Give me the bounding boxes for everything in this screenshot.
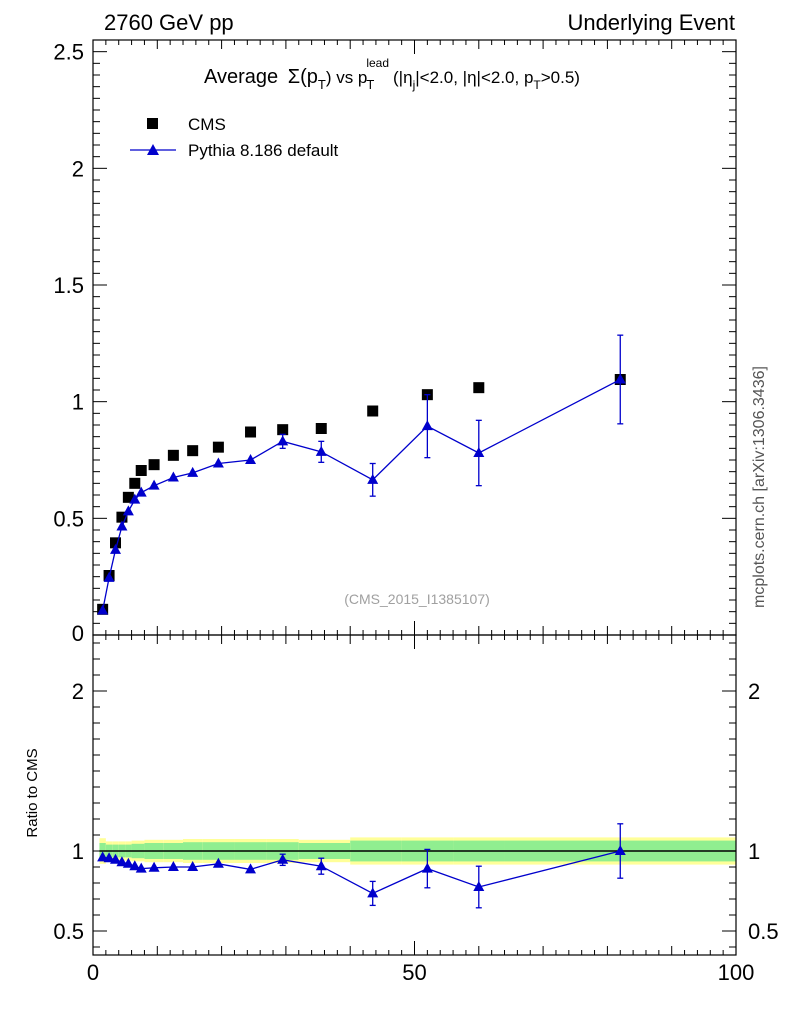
- main-panel: 0.5 1 1.5 2 2.5 0: [53, 39, 737, 646]
- analysis-watermark: (CMS_2015_I1385107): [344, 591, 490, 607]
- pythia-ratio-point: [473, 881, 485, 891]
- cms-data-point: [277, 424, 289, 436]
- pythia-ratio-point: [167, 861, 179, 871]
- y-tick-label: 2.5: [53, 40, 84, 65]
- pythia-ratio-point: [277, 853, 289, 864]
- pythia-ratio-point: [245, 863, 257, 874]
- side-note: mcplots.cern.ch [arXiv:1306.3436]: [751, 366, 768, 608]
- pythia-point: [473, 447, 485, 457]
- pythia-point: [315, 445, 327, 456]
- ratio-y-tick-label: 0.5: [53, 919, 84, 944]
- ratio-y-tick-label: 2: [72, 679, 84, 704]
- pythia-ratio-point: [187, 861, 199, 871]
- pythia-point: [245, 454, 257, 464]
- pythia-ratio-point: [614, 845, 626, 855]
- cms-data-point: [473, 382, 485, 394]
- cms-data-point: [187, 445, 199, 457]
- cms-data-point: [245, 426, 257, 438]
- header-left: 2760 GeV pp: [104, 10, 234, 35]
- cms-data-point: [116, 511, 128, 523]
- pythia-point: [187, 466, 199, 477]
- ratio-y-tick-label-right: 2: [748, 679, 760, 704]
- pythia-point: [122, 505, 134, 516]
- y-tick-label: 1: [72, 390, 84, 415]
- ratio-frame: [92, 634, 737, 956]
- ratio-y-tick-label-right: 0.5: [748, 919, 779, 944]
- pythia-point: [277, 435, 289, 446]
- cms-data-point: [110, 537, 122, 549]
- x-tick-label: 100: [718, 960, 755, 985]
- pythia-ratio-point: [116, 856, 128, 867]
- main-ticks: [92, 39, 737, 636]
- main-series: [97, 334, 626, 615]
- pythia-ratio-point: [367, 887, 379, 898]
- ratio-tick-labels: 0.5 0.5 1 1 2 2 0 50 100: [53, 679, 778, 985]
- pythia-ratio-point: [135, 862, 147, 873]
- pythia-ratio-point: [103, 852, 115, 863]
- y-tick-label: 1.5: [53, 273, 84, 298]
- cms-data-point: [135, 465, 147, 476]
- plot-title: Average Σ(pT) vs pTlead(|ηj|<2.0, |η|<2.…: [204, 56, 580, 92]
- legend-mc-marker: [147, 144, 159, 155]
- pythia-point: [110, 543, 122, 554]
- pythia-ratio-point: [148, 861, 160, 872]
- legend-mc-label: Pythia 8.186 default: [188, 141, 339, 160]
- pythia-point: [212, 457, 224, 468]
- ratio-series: [97, 823, 626, 909]
- pythia-ratio-point: [315, 860, 327, 871]
- pythia-point: [421, 420, 433, 431]
- pythia-ratio-point: [421, 862, 433, 873]
- cms-data-point: [167, 449, 179, 461]
- pythia-point: [167, 471, 179, 482]
- legend: CMS Pythia 8.186 default: [130, 115, 339, 160]
- pythia-point: [148, 479, 160, 490]
- ratio-panel: 0.5 0.5 1 1 2 2 0 50 100: [53, 634, 779, 985]
- main-tick-labels: 0.5 1 1.5 2 2.5 0: [53, 40, 84, 646]
- y-tick-label-zero: 0: [72, 621, 84, 646]
- ratio-y-tick-label: 1: [72, 839, 84, 864]
- pythia-line: [102, 378, 621, 611]
- x-tick-label: 50: [402, 960, 426, 985]
- pythia-point: [614, 373, 626, 384]
- ratio-uncertainty-band: [99, 837, 736, 865]
- pythia-point: [116, 520, 128, 531]
- cms-data-point: [122, 491, 134, 503]
- cms-data-point: [148, 459, 160, 471]
- pythia-ratio-point: [212, 857, 224, 868]
- pythia-ratio-point: [122, 857, 134, 868]
- pythia-point: [103, 571, 115, 582]
- cms-data-point: [315, 423, 327, 434]
- svg-text:Average Σ(pT) vs pTlead(: Average Σ(pT) vs pTlead(|ηj|<2.0, |η|<2.…: [204, 56, 580, 92]
- header-right: Underlying Event: [567, 10, 735, 35]
- pythia-point: [97, 604, 109, 615]
- cms-data-point: [367, 405, 379, 417]
- cms-data-point: [129, 477, 141, 489]
- pythia-point: [129, 493, 141, 504]
- pythia-ratio-point: [129, 860, 141, 871]
- ratio-y-tick-label-right: 1: [748, 839, 760, 864]
- legend-cms-marker: [147, 118, 158, 129]
- y-tick-label: 2: [72, 156, 84, 181]
- ratio-ticks: [92, 635, 737, 955]
- legend-cms-label: CMS: [188, 115, 226, 134]
- pythia-point: [367, 473, 379, 484]
- pythia-ratio-point: [110, 853, 122, 864]
- x-tick-label: 0: [87, 960, 99, 985]
- ratio-ylabel: Ratio to CMS: [24, 748, 41, 837]
- y-tick-label: 0.5: [53, 506, 84, 531]
- pythia-point: [135, 486, 147, 497]
- cms-data-point: [212, 441, 224, 453]
